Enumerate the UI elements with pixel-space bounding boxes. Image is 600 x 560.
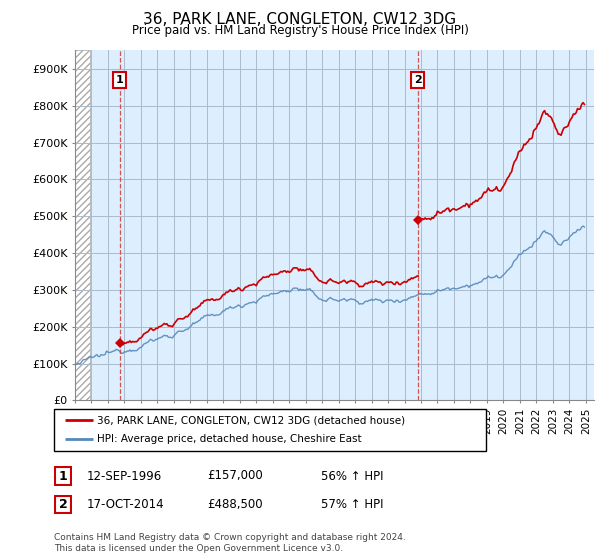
Text: 1: 1: [116, 75, 124, 85]
Text: 17-OCT-2014: 17-OCT-2014: [87, 498, 164, 511]
Text: 2: 2: [59, 498, 67, 511]
Text: £488,500: £488,500: [207, 498, 263, 511]
Text: 36, PARK LANE, CONGLETON, CW12 3DG (detached house): 36, PARK LANE, CONGLETON, CW12 3DG (deta…: [97, 415, 406, 425]
Text: Price paid vs. HM Land Registry's House Price Index (HPI): Price paid vs. HM Land Registry's House …: [131, 24, 469, 36]
Text: HPI: Average price, detached house, Cheshire East: HPI: Average price, detached house, Ches…: [97, 435, 362, 445]
Text: 56% ↑ HPI: 56% ↑ HPI: [321, 469, 383, 483]
Text: 1: 1: [59, 469, 67, 483]
FancyBboxPatch shape: [54, 409, 486, 451]
Text: 12-SEP-1996: 12-SEP-1996: [87, 469, 162, 483]
Text: 36, PARK LANE, CONGLETON, CW12 3DG: 36, PARK LANE, CONGLETON, CW12 3DG: [143, 12, 457, 27]
Text: Contains HM Land Registry data © Crown copyright and database right 2024.
This d: Contains HM Land Registry data © Crown c…: [54, 533, 406, 553]
Text: 57% ↑ HPI: 57% ↑ HPI: [321, 498, 383, 511]
Text: £157,000: £157,000: [207, 469, 263, 483]
FancyBboxPatch shape: [55, 496, 71, 513]
FancyBboxPatch shape: [55, 468, 71, 484]
Text: 2: 2: [413, 75, 421, 85]
